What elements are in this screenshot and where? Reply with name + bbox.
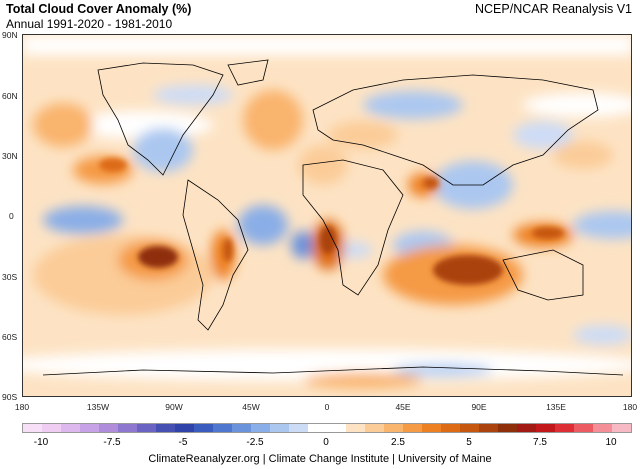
- colorbar-swatch: [289, 424, 308, 432]
- colorbar-tick-5: 5: [466, 437, 472, 448]
- colorbar-tick-neg10: -10: [33, 437, 49, 448]
- colorbar-swatch: [422, 424, 441, 432]
- lat-label-90n: 90N: [2, 30, 18, 40]
- colorbar-swatch: [441, 424, 460, 432]
- lon-label-0: 0: [324, 402, 330, 412]
- lon-label-45e: 45E: [395, 402, 411, 412]
- colorbar-swatch: [194, 424, 213, 432]
- colorbar-swatch: [156, 424, 175, 432]
- colorbar-swatch: [384, 424, 403, 432]
- colorbar-swatch: [460, 424, 479, 432]
- colorbar-swatch: [175, 424, 194, 432]
- lat-label-60s: 60S: [2, 332, 18, 342]
- coastlines: [42, 59, 624, 376]
- colorbar-swatch: [213, 424, 232, 432]
- colorbar-tick-2-5: 2.5: [391, 437, 405, 448]
- colorbar-swatch: [80, 424, 99, 432]
- lon-label-90e: 90E: [471, 402, 487, 412]
- colorbar-swatch: [346, 424, 365, 432]
- lat-label-30s: 30S: [2, 272, 18, 282]
- lon-label-45w: 45W: [242, 402, 260, 412]
- colorbar-swatch: [498, 424, 517, 432]
- colorbar-swatch: [232, 424, 251, 432]
- colorbar-swatch: [23, 424, 42, 432]
- colorbar-swatch: [517, 424, 536, 432]
- lat-label-60n: 60N: [2, 91, 18, 101]
- dataset-source: NCEP/NCAR Reanalysis V1: [475, 2, 632, 16]
- colorbar-swatch: [61, 424, 80, 432]
- colorbar-swatch: [270, 424, 289, 432]
- lon-label-180w: 180: [14, 402, 30, 412]
- colorbar-swatch: [137, 424, 156, 432]
- colorbar-tick-7-5: 7.5: [533, 437, 547, 448]
- colorbar-swatch: [403, 424, 422, 432]
- colorbar-swatch: [555, 424, 574, 432]
- map-subtitle: Annual 1991-2020 - 1981-2010: [6, 17, 173, 31]
- colorbar-swatch: [365, 424, 384, 432]
- lat-label-30n: 30N: [2, 151, 18, 161]
- footer-credit: ClimateReanalyzer.org | Climate Change I…: [148, 453, 492, 465]
- lon-label-180e: 180: [622, 402, 638, 412]
- anomaly-field: [23, 35, 631, 396]
- colorbar-tick-neg2-5: -2.5: [246, 437, 264, 448]
- colorbar-swatch: [118, 424, 137, 432]
- map-title: Total Cloud Cover Anomaly (%): [6, 2, 192, 16]
- colorbar-swatch: [574, 424, 593, 432]
- colorbar-swatch: [99, 424, 118, 432]
- colorbar-tick-10: 10: [605, 437, 617, 448]
- colorbar-swatch: [42, 424, 61, 432]
- colorbar-swatch: [479, 424, 498, 432]
- colorbar-swatch: [593, 424, 612, 432]
- colorbar-tick-neg7-5: -7.5: [103, 437, 121, 448]
- lat-label-0: 0: [9, 211, 14, 221]
- colorbar-swatch: [612, 424, 631, 432]
- lon-label-135e: 135E: [546, 402, 566, 412]
- colorbar-tick-neg5: -5: [178, 437, 188, 448]
- colorbar-tick-0: 0: [323, 437, 329, 448]
- lon-label-90w: 90W: [165, 402, 183, 412]
- colorbar: [22, 423, 632, 433]
- lon-label-135w: 135W: [86, 402, 110, 412]
- cloud-anomaly-map: [22, 34, 632, 397]
- colorbar-swatch: [536, 424, 555, 432]
- colorbar-swatch: [327, 424, 346, 432]
- lat-label-90s: 90S: [2, 392, 18, 402]
- colorbar-swatch: [308, 424, 327, 432]
- colorbar-swatch: [251, 424, 270, 432]
